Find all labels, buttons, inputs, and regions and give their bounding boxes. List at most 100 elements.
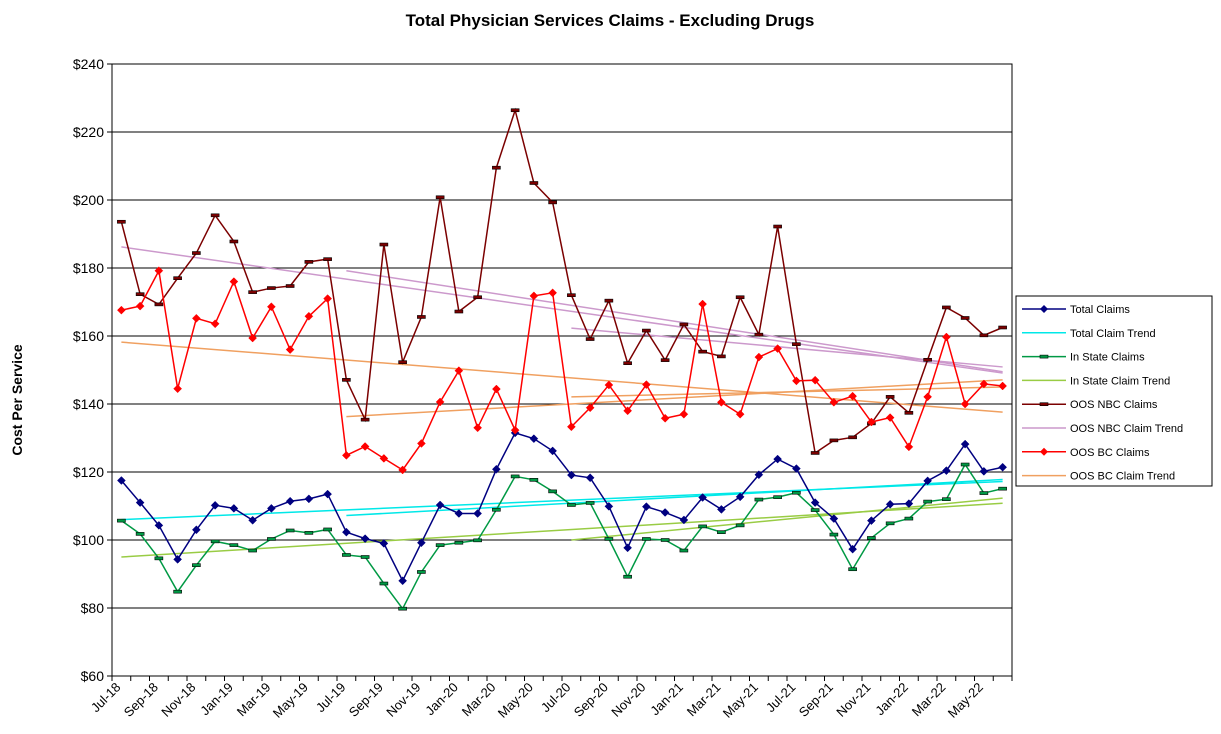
- in-state-claims-point: [660, 538, 670, 542]
- oos-bc-claims-point: [960, 399, 970, 409]
- x-tick-label: Mar-19: [234, 680, 274, 720]
- x-tick-label: May-21: [720, 680, 761, 721]
- oos-bc-claims-point: [360, 442, 370, 451]
- total-claims-point: [717, 505, 726, 514]
- total-claims-point: [754, 470, 764, 480]
- y-tick-label: $100: [73, 532, 104, 548]
- oos-nbc-claims-point: [642, 328, 651, 333]
- total-claims-point: [192, 525, 201, 535]
- oos-nbc-claims-point: [792, 342, 801, 346]
- oos-nbc-claims-point: [998, 325, 1007, 330]
- oos-bc-claims-point: [942, 332, 951, 342]
- y-tick-label: $200: [73, 192, 104, 208]
- in-state-claims-point: [717, 530, 726, 534]
- total-claims-point: [567, 470, 576, 480]
- in-state-claims-point: [154, 556, 164, 561]
- x-tick-label: Jan-22: [872, 680, 911, 719]
- oos-bc-claims-point: [192, 313, 201, 323]
- x-tick-label: May-20: [495, 680, 536, 721]
- oos-nbc-claims-point: [529, 181, 539, 185]
- in-state-claims-point: [135, 532, 145, 536]
- oos-bc-claims-point: [585, 403, 595, 413]
- oos-bc-claims-point: [792, 376, 801, 386]
- oos-bc-claims-point: [679, 409, 689, 419]
- in-state-claims-point: [117, 518, 126, 523]
- in-state-claims-point: [604, 537, 614, 541]
- in-state-claims-point: [248, 548, 257, 553]
- oos-nbc-claims-point: [979, 333, 989, 338]
- oos-nbc-claims-point: [829, 438, 839, 443]
- oos-nbc-claims-point: [810, 451, 820, 455]
- legend-marker: [1040, 447, 1048, 456]
- in-state-claims-point: [398, 606, 407, 611]
- in-state-claims-point: [979, 491, 989, 495]
- in-state-claims-point: [192, 563, 201, 567]
- in-state-claims-point: [810, 508, 820, 512]
- x-tick-label: May-19: [270, 680, 311, 721]
- in-state-claims-point: [829, 532, 839, 537]
- in-state-claims-point: [267, 537, 276, 541]
- oos-nbc-claims-point: [398, 360, 407, 364]
- oos-bc-claims-point: [435, 397, 445, 407]
- total-claims-point: [848, 544, 857, 554]
- in-state-claims-point: [773, 495, 782, 499]
- oos-bc-claims-point: [604, 380, 614, 390]
- legend-label: In State Claim Trend: [1070, 375, 1170, 387]
- total-claims-point: [923, 476, 932, 486]
- oos-nbc-claims-point: [679, 322, 689, 327]
- total-claims-point: [623, 543, 632, 553]
- x-tick-label: Sep-20: [571, 680, 611, 720]
- oos-nbc-claims-point: [548, 200, 557, 205]
- total-claims-point: [173, 555, 182, 564]
- x-tick-label: Nov-20: [608, 680, 648, 720]
- total-claims-point: [810, 498, 820, 507]
- oos-nbc-claims-point: [585, 337, 595, 341]
- oos-nbc-claims-point: [135, 292, 145, 296]
- in-state-claims-point: [698, 524, 707, 529]
- total-claims-point: [960, 439, 970, 449]
- total-claims-point: [604, 501, 614, 511]
- total-claims-point: [585, 473, 595, 483]
- in-state-claims-point: [998, 486, 1007, 491]
- y-axis-label: Cost Per Service: [9, 344, 25, 455]
- oos-nbc-claims-point: [248, 290, 257, 294]
- in-state-claims-point: [285, 528, 295, 533]
- oos-nbc-claims-point: [342, 378, 351, 382]
- oos-nbc-claims-point: [154, 302, 164, 307]
- oos-bc-claims-point: [529, 291, 539, 301]
- oos-nbc-claims-point: [604, 298, 614, 303]
- total-claims-point: [117, 476, 126, 485]
- in-state-claims-line: [120, 463, 1003, 611]
- y-tick-label: $80: [81, 600, 105, 616]
- in-state-claims-point: [379, 581, 389, 586]
- oos-nbc-claims-point: [473, 295, 482, 300]
- in-state-claims-point: [435, 543, 445, 547]
- oos-nbc-claims-point: [173, 276, 182, 281]
- oos-bc-claims-point: [885, 413, 895, 422]
- y-tick-label: $240: [73, 56, 104, 72]
- total-claims-point: [454, 509, 464, 518]
- oos-nbc-claims-point: [754, 332, 764, 337]
- total-claims-point: [979, 466, 989, 476]
- oos-bc-claim-trend-line: [121, 341, 1003, 413]
- oos-nbc-claims-point: [904, 411, 914, 415]
- total-claims-point: [492, 464, 501, 474]
- total-claims-point: [829, 514, 839, 523]
- total-claims-point: [285, 496, 295, 506]
- in-state-claims-point: [304, 531, 314, 535]
- oos-bc-claims-point: [717, 397, 726, 407]
- in-state-claims-point: [885, 521, 895, 526]
- x-tick-label: Sep-19: [346, 680, 386, 720]
- in-state-claims-point: [417, 570, 426, 574]
- oos-bc-claims-point: [623, 406, 632, 416]
- oos-bc-claims-point: [492, 384, 501, 394]
- legend-label: In State Claims: [1070, 352, 1145, 364]
- legend-label: Total Claim Trend: [1070, 328, 1156, 340]
- in-state-claims-point: [867, 536, 876, 540]
- oos-nbc-claims-point: [717, 354, 726, 359]
- oos-nbc-claims-point: [267, 286, 276, 290]
- total-claims-point: [323, 489, 332, 499]
- oos-bc-claims-point: [135, 301, 145, 311]
- oos-bc-claims-point: [210, 319, 220, 329]
